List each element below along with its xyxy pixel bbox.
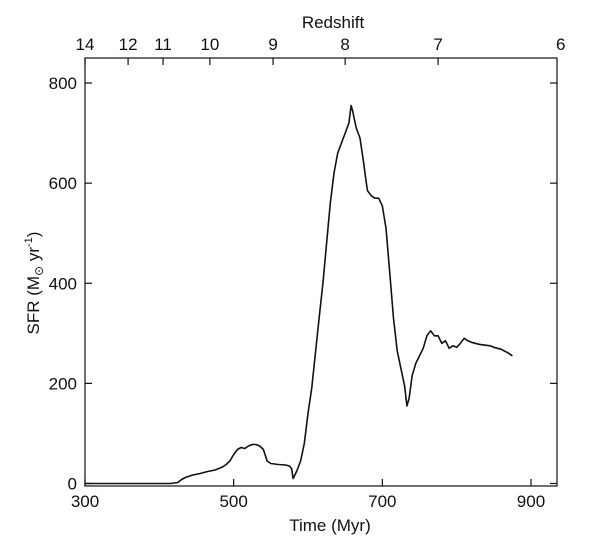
plot-frame bbox=[84, 57, 558, 487]
x-axis-label: Time (Myr) bbox=[289, 516, 371, 535]
top-tick-label: 9 bbox=[268, 35, 277, 54]
top-axis-label: Redshift bbox=[302, 13, 365, 32]
series bbox=[85, 104, 513, 485]
top-tick-label: 8 bbox=[340, 35, 349, 54]
y-tick-label: 600 bbox=[49, 174, 77, 193]
x-tick-label: 900 bbox=[517, 492, 545, 511]
y-tick-label: 400 bbox=[49, 274, 77, 293]
top-tick-label: 14 bbox=[76, 35, 95, 54]
x-tick-label: 300 bbox=[71, 492, 99, 511]
x-tick-label: 500 bbox=[219, 492, 247, 511]
y-axis-label-close: ) bbox=[24, 232, 43, 238]
y-axis-label-exponent: -1 bbox=[23, 237, 35, 247]
top-tick-label: 12 bbox=[119, 35, 138, 54]
y-axis-label-main: SFR (M bbox=[24, 276, 43, 335]
top-tick-label: 7 bbox=[433, 35, 442, 54]
y-axis-label-unit: yr bbox=[24, 247, 43, 266]
y-tick-label: 800 bbox=[49, 74, 77, 93]
sun-symbol: ⊙ bbox=[32, 266, 46, 276]
y-axis-label: SFR (M⊙ yr-1) bbox=[23, 232, 46, 335]
x-tick-label: 700 bbox=[368, 492, 396, 511]
top-tick-label: 6 bbox=[556, 35, 565, 54]
y-tick-label: 0 bbox=[68, 474, 77, 493]
top-tick-label: 11 bbox=[154, 35, 172, 54]
top-tick-label: 10 bbox=[200, 35, 219, 54]
tick-labels: 300 500 700 900 0 200 400 600 800 14 12 11 10 9 8 7 6 bbox=[49, 35, 566, 511]
plot-border bbox=[84, 57, 558, 487]
axis-ticks bbox=[84, 58, 557, 486]
y-tick-label: 200 bbox=[49, 374, 77, 393]
sfr-series-line bbox=[85, 104, 513, 485]
